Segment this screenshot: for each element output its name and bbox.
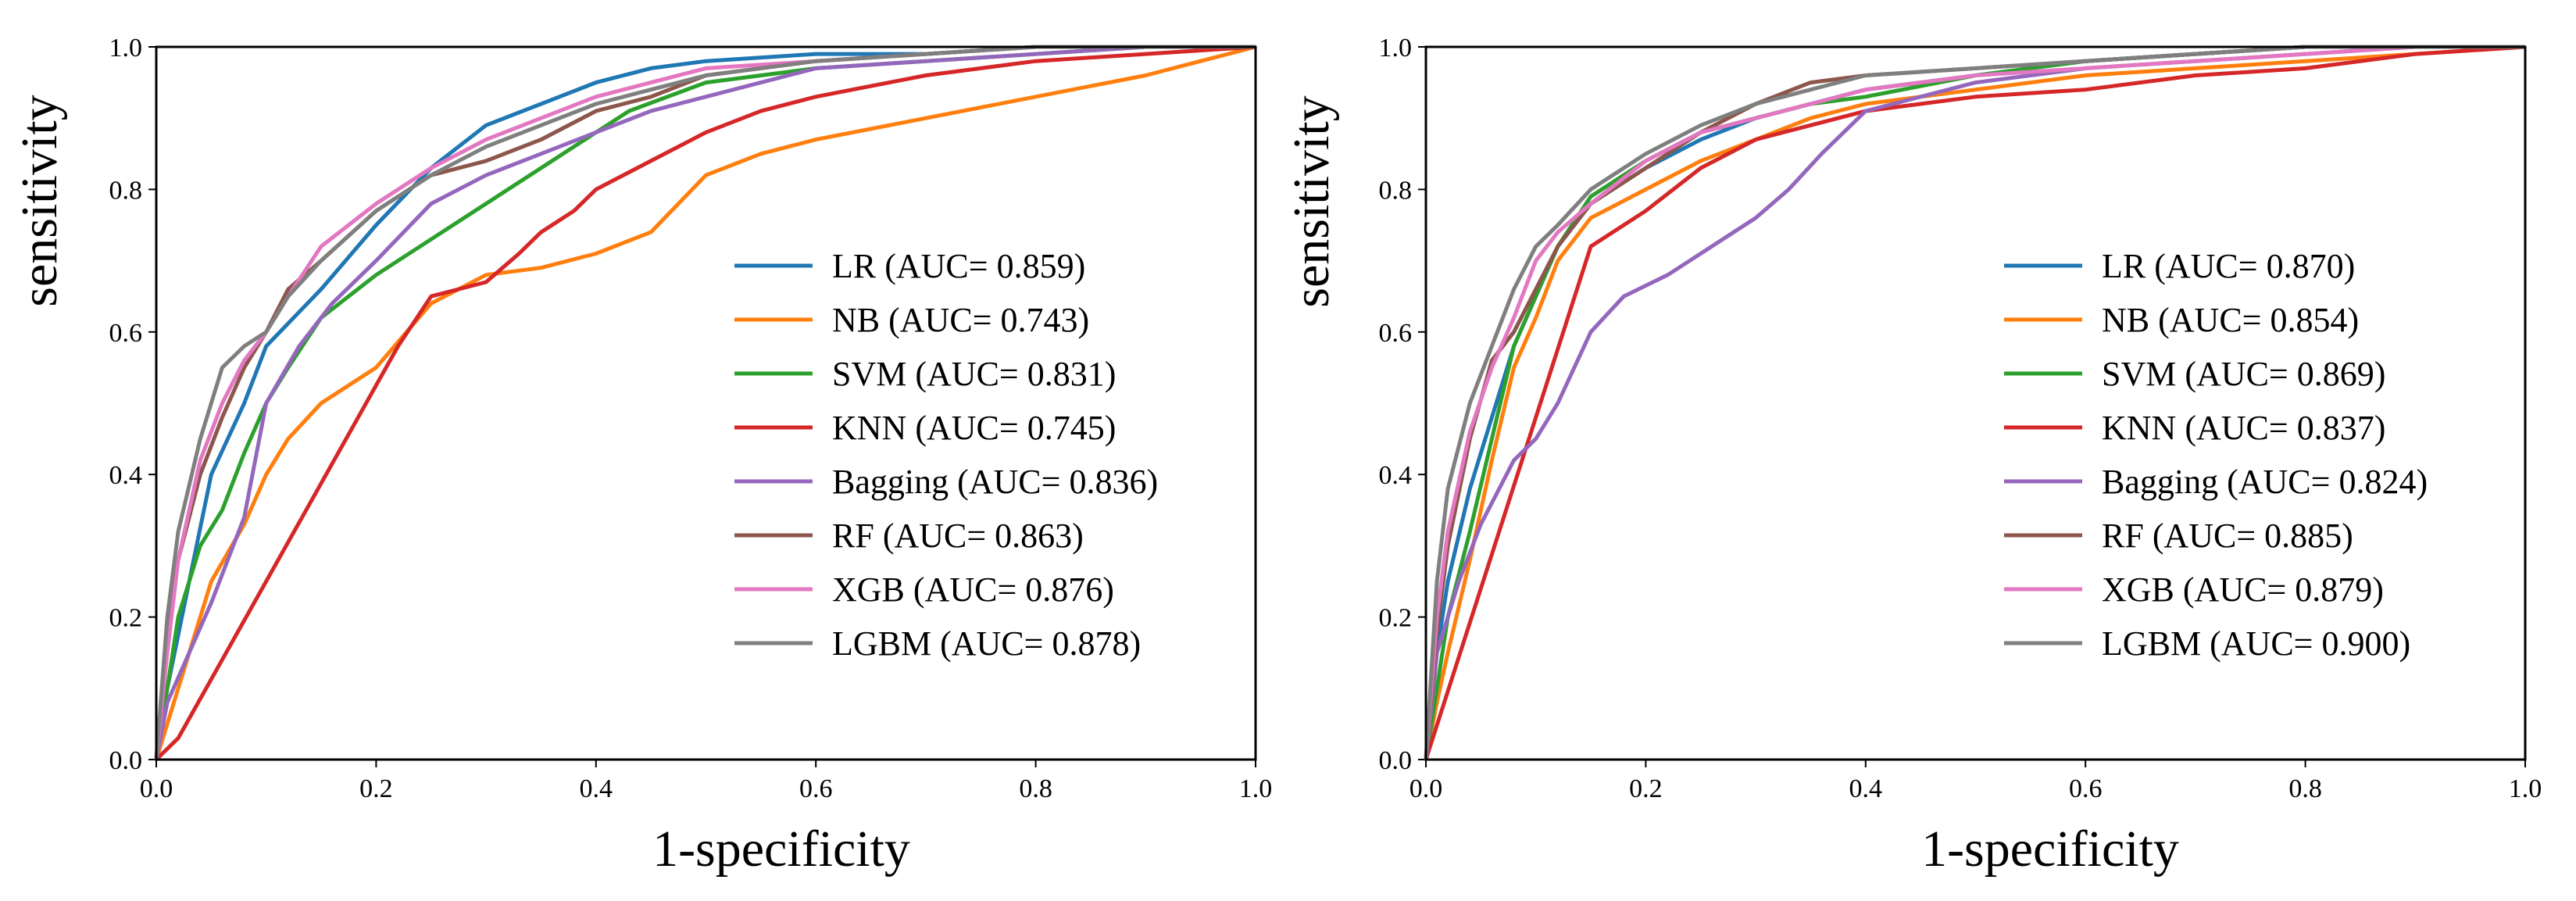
roc-curve-bagging (154, 45, 1256, 760)
x-tick-label: 0.2 (1629, 774, 1663, 803)
legend-label-xgb: XGB (AUC= 0.879) (2102, 570, 2384, 609)
roc-curves-right (1424, 45, 2526, 760)
legend-label-svm: SVM (AUC= 0.869) (2102, 355, 2385, 393)
legend-label-lr: LR (AUC= 0.870) (2102, 247, 2355, 285)
x-tick-label: 1.0 (2509, 774, 2542, 803)
legend-right: LR (AUC= 0.870) NB (AUC= 0.854) SVM (AUC= … (2004, 247, 2428, 663)
axis-ticks-left: 0.0 0.2 0.4 0.6 0.8 1.0 0.0 0.2 0.4 0.6 0.8 1.0 (109, 34, 1273, 803)
x-tick-label: 0.8 (1019, 774, 1052, 803)
roc-curve-lgbm (1424, 45, 2525, 760)
roc-curves-left (154, 45, 1256, 761)
y-tick-label: 0.6 (1379, 319, 1413, 348)
y-tick-label: 1.0 (109, 34, 143, 63)
roc-curve-knn (155, 45, 1256, 761)
x-axis-title-right: 1-specificity (1921, 821, 2179, 878)
legend-label-nb: NB (AUC= 0.743) (832, 301, 1089, 339)
legend-label-bagging: Bagging (AUC= 0.836) (832, 463, 1158, 501)
legend-label-svm: SVM (AUC= 0.831) (832, 355, 1116, 393)
right-roc-chart: sensitivity 1-specificity 0.0 0.2 0.4 0.6 0.… (1283, 34, 2542, 878)
plot-frame-left (155, 45, 1257, 761)
legend-label-knn: KNN (AUC= 0.837) (2102, 409, 2385, 447)
x-tick-label: 0.4 (1849, 774, 1883, 803)
roc-curve-nb (154, 45, 1256, 760)
legend-label-rf: RF (AUC= 0.863) (832, 517, 1084, 555)
y-tick-label: 0.8 (109, 176, 143, 205)
x-tick-label: 0.6 (799, 774, 833, 803)
y-tick-label: 0.0 (109, 746, 143, 775)
legend-label-rf: RF (AUC= 0.885) (2102, 517, 2353, 555)
legend-label-lr: LR (AUC= 0.859) (832, 247, 1085, 285)
y-tick-label: 0.4 (109, 461, 143, 490)
y-tick-label: 0.2 (109, 604, 143, 633)
x-tick-label: 0.4 (580, 774, 613, 803)
legend-label-xgb: XGB (AUC= 0.876) (832, 570, 1114, 609)
y-tick-label: 0.2 (1379, 604, 1413, 633)
x-tick-label: 0.8 (2288, 774, 2322, 803)
y-axis-title-right: sensitivity (1283, 95, 1340, 307)
x-tick-label: 0.6 (2069, 774, 2103, 803)
x-tick-label: 0.2 (359, 774, 393, 803)
roc-curve-lgbm (154, 45, 1256, 760)
x-tick-label: 1.0 (1239, 774, 1273, 803)
x-tick-label: 0.0 (1409, 774, 1443, 803)
plot-frame-right (1424, 45, 2527, 761)
legend-label-nb: NB (AUC= 0.854) (2102, 301, 2359, 339)
legend-label-lgbm: LGBM (AUC= 0.900) (2102, 624, 2410, 663)
left-roc-chart: sensitivity 1-specificity 0.0 0.2 0.4 0.6 0.… (11, 34, 1272, 878)
y-tick-label: 0.4 (1379, 461, 1413, 490)
x-tick-label: 0.0 (140, 774, 173, 803)
y-tick-label: 0.6 (109, 319, 143, 348)
axis-ticks-right: 0.0 0.2 0.4 0.6 0.8 1.0 0.0 0.2 0.4 0.6 0.8 1.0 (1379, 34, 2542, 803)
legend-label-knn: KNN (AUC= 0.745) (832, 409, 1116, 447)
x-axis-title-left: 1-specificity (652, 821, 910, 878)
y-tick-label: 0.0 (1379, 746, 1413, 775)
legend-label-lgbm: LGBM (AUC= 0.878) (832, 624, 1141, 663)
y-tick-label: 0.8 (1379, 176, 1413, 205)
y-tick-label: 1.0 (1379, 34, 1413, 63)
legend-label-bagging: Bagging (AUC= 0.824) (2102, 463, 2428, 501)
legend-left: LR (AUC= 0.859) NB (AUC= 0.743) SVM (AUC= … (734, 247, 1158, 663)
y-axis-title-left: sensitivity (11, 95, 68, 306)
roc-curve-xgb (1424, 45, 2525, 760)
